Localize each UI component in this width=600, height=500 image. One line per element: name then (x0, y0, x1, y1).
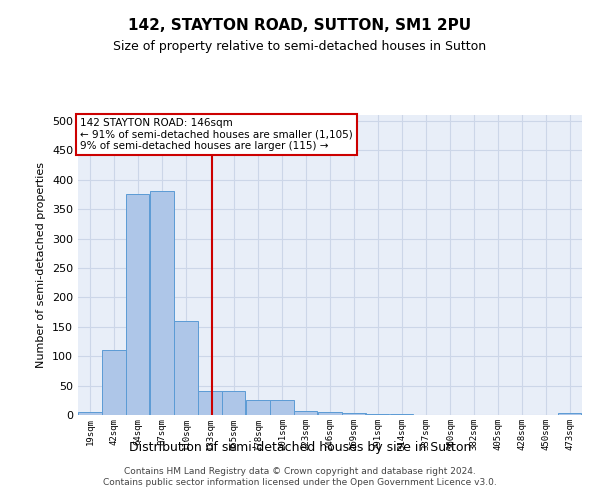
Bar (557, 413, 581, 415)
Text: Contains public sector information licensed under the Open Government Licence v3: Contains public sector information licen… (103, 478, 497, 487)
Text: 142 STAYTON ROAD: 146sqm
← 91% of semi-detached houses are smaller (1,105)
9% of: 142 STAYTON ROAD: 146sqm ← 91% of semi-d… (80, 118, 353, 151)
Bar (271, 400, 294, 415)
Bar (174, 321, 198, 415)
Text: 142, STAYTON ROAD, SUTTON, SM1 2PU: 142, STAYTON ROAD, SUTTON, SM1 2PU (128, 18, 472, 32)
Bar (221, 392, 245, 415)
Bar (125, 194, 149, 415)
Bar (150, 192, 173, 415)
Bar (389, 414, 413, 415)
Bar (103, 350, 126, 415)
Bar (342, 413, 366, 415)
Bar (293, 411, 317, 415)
Bar (78, 412, 102, 415)
Text: Distribution of semi-detached houses by size in Sutton: Distribution of semi-detached houses by … (129, 441, 471, 454)
Bar (365, 414, 389, 415)
Bar (246, 400, 270, 415)
Text: Size of property relative to semi-detached houses in Sutton: Size of property relative to semi-detach… (113, 40, 487, 53)
Y-axis label: Number of semi-detached properties: Number of semi-detached properties (37, 162, 46, 368)
Bar (318, 412, 341, 415)
Text: Contains HM Land Registry data © Crown copyright and database right 2024.: Contains HM Land Registry data © Crown c… (124, 467, 476, 476)
Bar (199, 392, 222, 415)
